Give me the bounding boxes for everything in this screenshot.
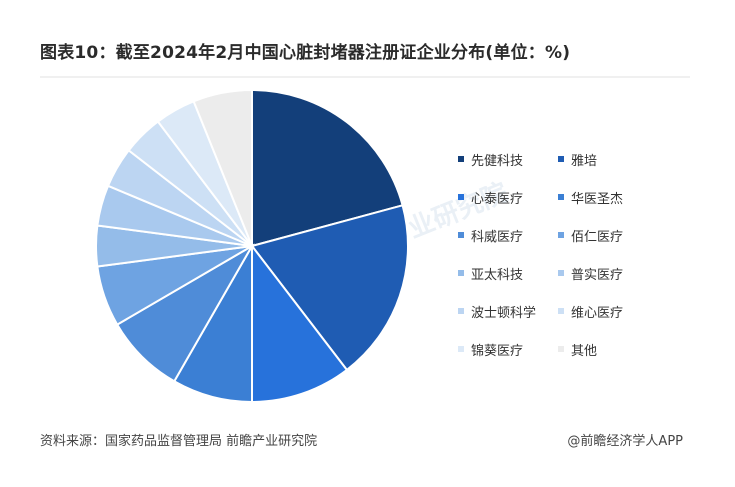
legend-item: 波士顿科学 [458,302,558,321]
pie-slice-11 [192,88,253,247]
legend-item: 其他 [558,340,658,359]
legend-swatch [458,270,464,276]
legend-label: 锦葵医疗 [471,343,524,359]
legend-label: 普实医疗 [571,267,624,283]
legend-item: 科威医疗 [458,226,558,245]
legend-label: 佰仁医疗 [571,229,624,245]
legend-swatch [458,194,464,200]
legend-label: 维心医疗 [571,305,624,321]
pie-slice-2 [251,243,349,404]
brand-credit: @前瞻经济学人APP [567,434,683,449]
legend-swatch [558,346,564,352]
legend-item: 锦葵医疗 [458,340,558,359]
legend-label: 心泰医疗 [471,191,524,207]
legend-label: 亚太科技 [471,267,524,283]
pie-slice-0 [251,88,404,248]
legend-item: 心泰医疗 [458,188,558,207]
legend-item: 普实医疗 [558,264,658,283]
chart-title: 图表10：截至2024年2月中国心脏封堵器注册证企业分布(单位：%) [40,43,571,63]
legend-swatch [458,156,464,162]
title-divider [40,76,690,78]
legend-label: 波士顿科学 [471,305,537,321]
legend-item: 先健科技 [458,150,558,169]
source-note: 资料来源：国家药品监督管理局 前瞻产业研究院 [40,434,318,449]
legend-label: 其他 [571,343,598,359]
legend-swatch [558,270,564,276]
legend-swatch [558,308,564,314]
legend-item: 华医圣杰 [558,188,658,207]
pie-slice-1 [250,204,409,372]
legend-label: 雅培 [571,153,598,169]
legend-label: 科威医疗 [471,229,524,245]
legend-swatch [558,156,564,162]
legend-item: 雅培 [558,150,658,169]
legend-swatch [558,232,564,238]
legend-swatch [458,308,464,314]
legend-label: 华医圣杰 [571,191,624,207]
legend-item: 维心医疗 [558,302,658,321]
legend-item: 佰仁医疗 [558,226,658,245]
legend-label: 先健科技 [471,153,524,169]
legend-swatch [558,194,564,200]
legend-item: 亚太科技 [458,264,558,283]
chart-legend: 先健科技 雅培心泰医疗 华医圣杰科威医疗 佰仁医疗亚太科技 普实医疗波士顿科学 维心医疗锦… [458,150,678,359]
legend-swatch [458,346,464,352]
legend-swatch [458,232,464,238]
